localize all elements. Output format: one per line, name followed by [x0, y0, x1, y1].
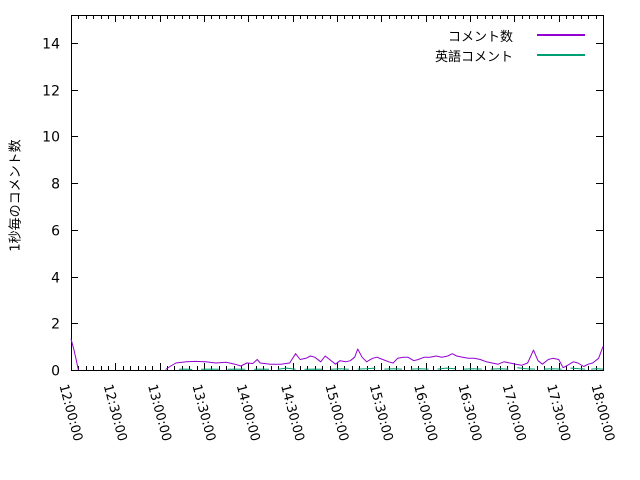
legend-line-sample-english-comments	[537, 54, 585, 56]
x-tick-label: 13:00:00	[144, 383, 174, 443]
x-tick-label: 12:30:00	[100, 383, 130, 443]
y-tick-label: 10	[42, 130, 60, 146]
y-tick-label: 14	[42, 37, 60, 53]
series-line-0	[70, 338, 604, 371]
x-tick-label: 14:00:00	[233, 383, 263, 443]
x-tick-label: 13:30:00	[188, 383, 218, 443]
x-tick-label: 16:30:00	[454, 383, 484, 443]
plot-border	[71, 15, 604, 371]
series-line-1	[178, 367, 604, 370]
y-tick-label: 12	[42, 84, 60, 100]
x-tick-label: 15:00:00	[321, 383, 351, 443]
y-axis-title: 1秒毎のコメント数	[8, 139, 24, 252]
legend-row-english-comments: 英語コメント	[435, 45, 585, 65]
y-tick-label: 4	[51, 271, 60, 287]
x-tick-label: 15:30:00	[366, 383, 396, 443]
legend-line-sample-comment-count	[537, 34, 585, 36]
x-tick-label: 14:30:00	[277, 383, 307, 443]
y-tick-label: 0	[51, 364, 60, 380]
legend-label-comment-count: コメント数	[447, 29, 513, 45]
x-tick-label: 17:00:00	[499, 383, 529, 443]
x-tick-label: 17:30:00	[543, 383, 573, 443]
legend: コメント数 英語コメント	[435, 25, 585, 65]
x-tick-label: 16:00:00	[410, 383, 440, 443]
y-tick-label: 8	[51, 177, 60, 193]
legend-row-comment-count: コメント数	[435, 25, 585, 45]
y-tick-label: 2	[51, 317, 60, 333]
y-tick-label: 6	[51, 224, 60, 240]
x-tick-label: 18:00:00	[587, 383, 617, 443]
legend-label-english-comments: 英語コメント	[434, 49, 513, 65]
x-tick-label: 12:00:00	[55, 383, 85, 443]
